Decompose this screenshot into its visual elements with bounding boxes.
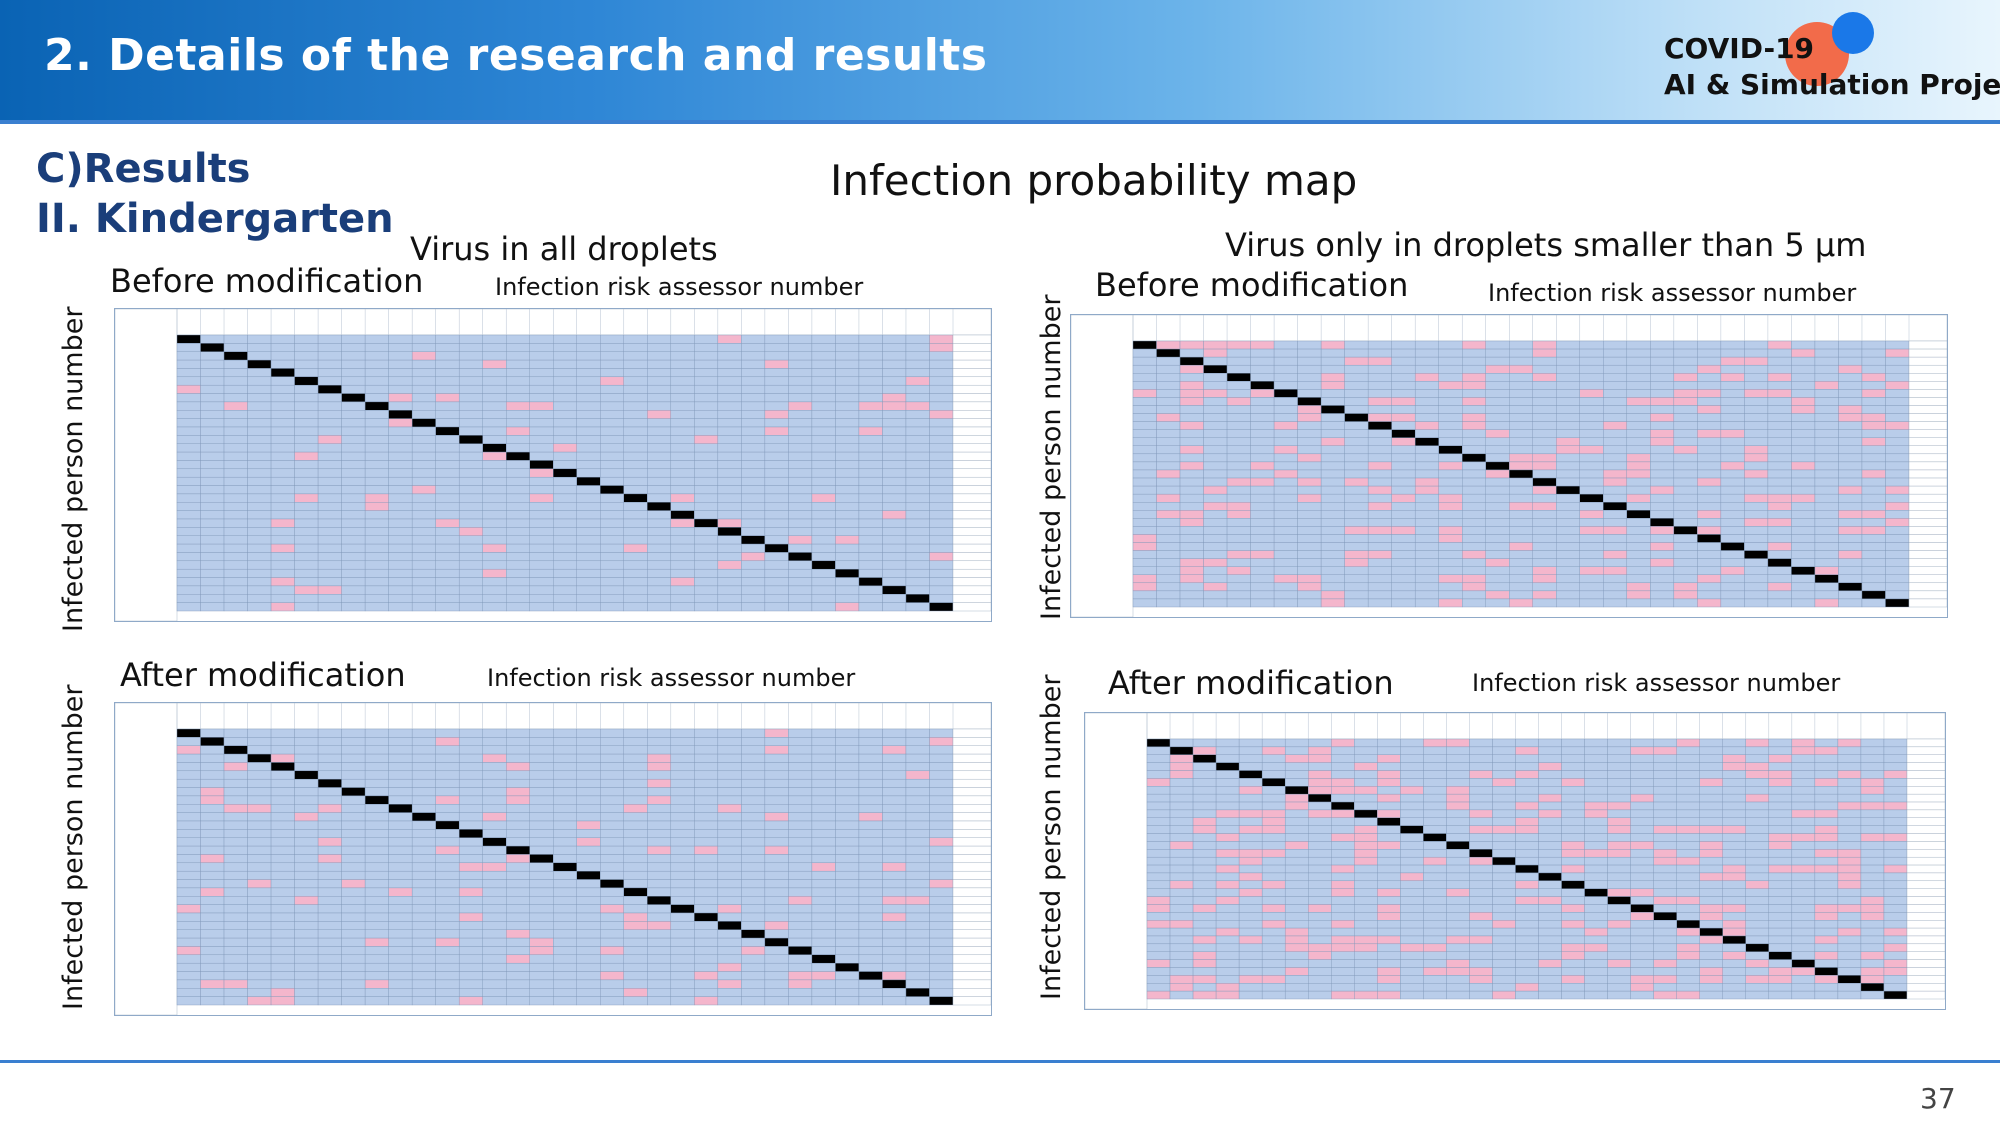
left-before-y-axis-label: Infected person number <box>58 306 89 632</box>
logo-line-1: COVID-19 <box>1664 32 1815 65</box>
matrix-small-droplets-after <box>1084 712 1946 1010</box>
project-logo: COVID-19 AI & Simulation Project <box>1660 12 2000 112</box>
matrix-small-droplets-before <box>1070 314 1948 618</box>
matrix-all-droplets-after <box>114 702 992 1016</box>
right-before-x-axis-label: Infection risk assessor number <box>1488 279 1857 307</box>
right-before-y-axis-label: Infected person number <box>1036 294 1067 620</box>
left-before-x-axis-label: Infection risk assessor number <box>495 273 864 301</box>
footer-divider <box>0 1060 2000 1063</box>
left-before-label: Before modification <box>110 262 424 300</box>
header-divider <box>0 120 2000 124</box>
right-after-y-axis-label: Infected person number <box>1036 674 1067 1000</box>
map-title: Infection probability map <box>830 156 1358 205</box>
logo-line-2: AI & Simulation Project <box>1664 68 2000 101</box>
right-group-title: Virus only in droplets smaller than 5 μm <box>1225 226 1867 264</box>
slide-title: 2. Details of the research and results <box>44 30 988 81</box>
section-heading: C)Results <box>36 146 251 192</box>
right-after-label: After modification <box>1108 664 1394 702</box>
matrix-all-droplets-before <box>114 308 992 622</box>
left-after-label: After modification <box>120 656 406 694</box>
logo-blue-circle <box>1832 12 1874 54</box>
left-after-y-axis-label: Infected person number <box>58 684 89 1010</box>
header-bar <box>0 0 2000 120</box>
section-subheading: II. Kindergarten <box>36 196 394 242</box>
left-group-title: Virus in all droplets <box>410 230 718 268</box>
right-before-label: Before modification <box>1095 266 1409 304</box>
page-number: 37 <box>1920 1082 1956 1115</box>
left-after-x-axis-label: Infection risk assessor number <box>487 664 856 692</box>
right-after-x-axis-label: Infection risk assessor number <box>1472 669 1841 697</box>
